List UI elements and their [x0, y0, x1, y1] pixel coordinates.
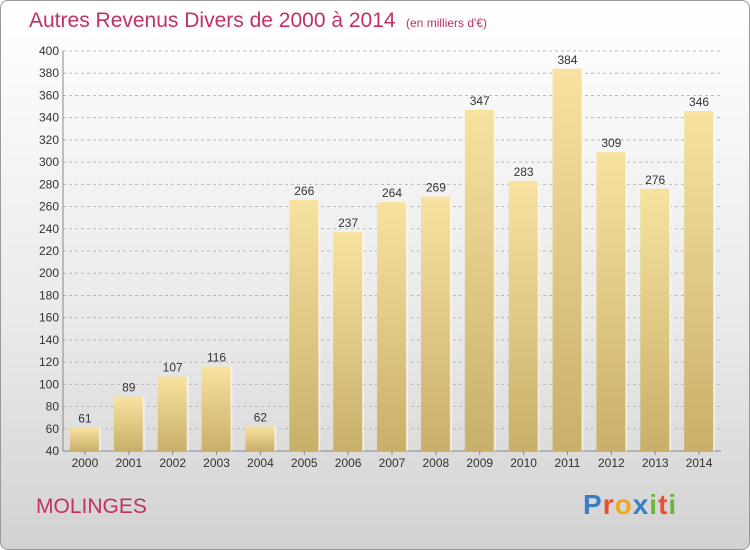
x-tick-label: 2009 [466, 456, 493, 470]
y-tick-label: 160 [39, 311, 59, 325]
x-tick-label: 2010 [510, 456, 537, 470]
bar-2011 [552, 68, 583, 452]
data-label: 346 [689, 95, 709, 109]
bar-2013 [640, 188, 671, 451]
bar-2005 [289, 199, 320, 451]
bar-2014 [684, 111, 714, 451]
data-label: 264 [382, 186, 402, 200]
y-tick-label: 100 [39, 377, 59, 391]
logo-letter: x [632, 489, 650, 520]
x-tick-label: 2007 [379, 456, 406, 470]
x-tick-label: 2013 [642, 456, 669, 470]
proxiti-logo[interactable]: Proxiti [583, 489, 677, 521]
bar-2009 [464, 109, 495, 451]
logo-letter: t [658, 489, 669, 520]
logo-letter: o [614, 489, 633, 520]
x-tick-label: 2011 [555, 456, 581, 470]
data-label: 276 [645, 173, 665, 187]
bar-2007 [377, 202, 407, 451]
data-label: 116 [207, 351, 226, 365]
data-label: 62 [254, 411, 268, 425]
x-tick-label: 2000 [72, 456, 99, 470]
bars [70, 68, 715, 452]
y-tick-label: 360 [39, 88, 59, 102]
x-tick-label: 2004 [247, 456, 274, 470]
logo-letter: r [602, 489, 615, 520]
data-label: 283 [514, 165, 534, 179]
x-tick-label: 2008 [423, 456, 450, 470]
x-tick-label: 2002 [159, 456, 186, 470]
y-tick-label: 300 [39, 155, 59, 169]
y-tick-label: 60 [46, 422, 60, 436]
bar-2000 [70, 427, 100, 451]
chart-title-main: Autres Revenus Divers de 2000 à 2014 [29, 9, 396, 32]
logo-letter: i [649, 489, 659, 520]
x-tick-label: 2001 [115, 456, 142, 470]
logo-letter: P [583, 489, 603, 520]
bar-2002 [157, 376, 188, 451]
data-label: 266 [294, 184, 314, 198]
bar-2001 [113, 396, 144, 451]
x-tick-label: 2006 [335, 456, 362, 470]
labels: 40 60 80 100 120 140 160 180 200 220 240 260 280 300 3… [39, 44, 713, 470]
data-label: 269 [426, 181, 446, 195]
y-tick-label: 380 [39, 66, 59, 80]
data-label: 61 [78, 412, 92, 426]
data-label: 384 [557, 53, 577, 67]
bar-2012 [596, 152, 627, 451]
y-tick-label: 240 [39, 222, 59, 236]
data-label: 347 [470, 94, 490, 108]
y-tick-label: 140 [39, 333, 59, 347]
y-tick-label: 180 [39, 288, 59, 302]
logo-letter: i [668, 489, 678, 520]
data-label: 309 [601, 136, 621, 150]
data-label: 237 [338, 216, 358, 230]
y-tick-label: 340 [39, 111, 59, 125]
x-tick-label: 2005 [291, 456, 318, 470]
y-tick-label: 120 [39, 355, 59, 369]
data-label: 89 [122, 381, 136, 395]
y-tick-label: 80 [46, 400, 60, 414]
y-tick-label: 260 [39, 200, 59, 214]
x-tick-label: 2014 [686, 456, 713, 470]
chart-title-unit: (en milliers d'€) [406, 16, 487, 30]
bar-2010 [508, 181, 539, 451]
y-tick-label: 400 [39, 44, 59, 58]
bar-2008 [420, 196, 451, 451]
y-tick-label: 320 [39, 133, 59, 147]
data-label: 107 [163, 361, 183, 375]
chart-title: Autres Revenus Divers de 2000 à 2014 (en… [29, 9, 487, 33]
x-tick-label: 2003 [203, 456, 230, 470]
bar-2003 [201, 366, 232, 451]
y-tick-label: 200 [39, 266, 59, 280]
bar-2006 [333, 232, 364, 451]
y-tick-label: 40 [46, 444, 60, 458]
y-tick-label: 280 [39, 177, 59, 191]
y-tick-label: 220 [39, 244, 59, 258]
commune-name: MOLINGES [36, 495, 147, 518]
x-tick-label: 2012 [598, 456, 625, 470]
bar-2004 [245, 426, 276, 451]
